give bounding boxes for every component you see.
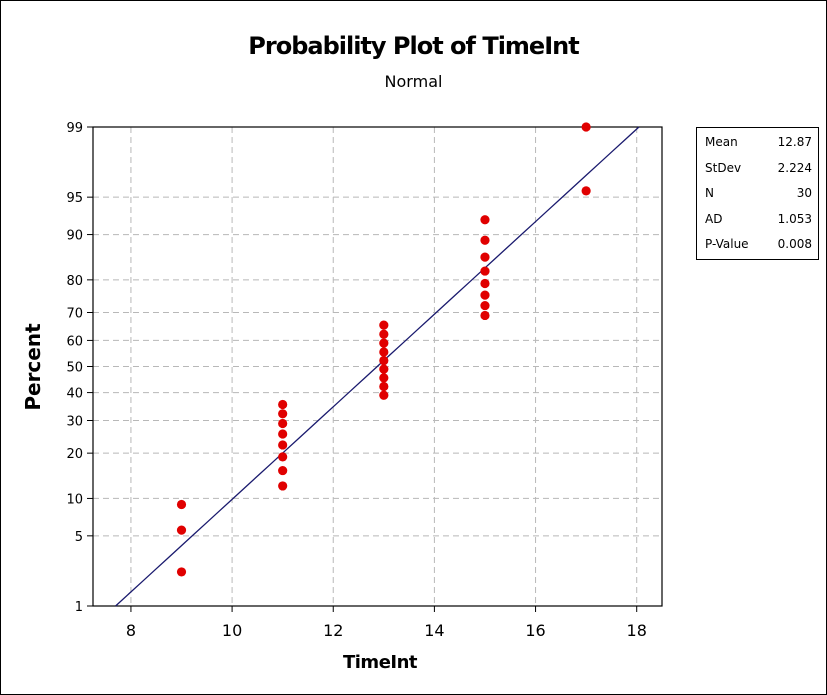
data-point bbox=[379, 338, 389, 348]
grid-lines bbox=[93, 127, 662, 606]
stat-label: AD bbox=[705, 211, 723, 226]
data-point bbox=[176, 499, 187, 510]
x-axis-label: TimeInt bbox=[343, 652, 418, 673]
stat-row-n: N 30 bbox=[705, 186, 812, 212]
data-point bbox=[278, 429, 288, 439]
stat-label: N bbox=[705, 186, 714, 200]
y-tick-label: 1 bbox=[75, 600, 83, 615]
stat-row-stdev: StDev 2.224 bbox=[705, 161, 812, 187]
data-point bbox=[379, 373, 389, 383]
data-point bbox=[379, 329, 389, 339]
chart-subtitle: Normal bbox=[384, 72, 443, 91]
stat-label: Mean bbox=[705, 135, 738, 149]
data-point bbox=[480, 290, 490, 300]
y-tick-label: 95 bbox=[66, 191, 83, 206]
x-tick-label: 10 bbox=[222, 621, 242, 640]
stat-row-mean: Mean 12.87 bbox=[705, 135, 812, 161]
y-axis-ticks: 1 5 10 20 30 40 50 60 70 80 90 95 99 bbox=[66, 121, 93, 615]
x-tick-label: 16 bbox=[525, 621, 545, 640]
stat-value: 2.224 bbox=[777, 160, 812, 175]
x-tick-label: 12 bbox=[323, 621, 343, 640]
y-tick-label: 60 bbox=[66, 334, 83, 349]
stat-label: StDev bbox=[705, 160, 742, 175]
x-tick-label: 8 bbox=[126, 621, 136, 640]
y-tick-label: 50 bbox=[66, 361, 83, 376]
data-point bbox=[278, 440, 288, 450]
stat-value: 1.053 bbox=[777, 211, 812, 226]
statistics-box: Mean 12.87 StDev 2.224 N 30 AD 1.053 P-V… bbox=[696, 127, 819, 260]
data-point bbox=[379, 355, 389, 366]
x-tick-label: 14 bbox=[424, 621, 444, 640]
data-point bbox=[379, 364, 389, 374]
stat-row-ad: AD 1.053 bbox=[705, 212, 812, 238]
data-point bbox=[480, 310, 490, 321]
data-point bbox=[480, 252, 490, 262]
y-tick-label: 20 bbox=[66, 447, 83, 462]
data-point bbox=[278, 481, 288, 491]
data-point bbox=[379, 381, 389, 392]
data-point bbox=[379, 320, 389, 330]
data-point bbox=[581, 122, 591, 132]
data-point bbox=[278, 452, 288, 462]
data-point bbox=[176, 567, 187, 577]
y-tick-label: 30 bbox=[66, 414, 83, 429]
stat-value: 30 bbox=[796, 186, 812, 200]
data-point bbox=[480, 215, 490, 225]
data-point bbox=[379, 347, 389, 357]
data-point bbox=[581, 186, 591, 196]
y-axis-label: Percent bbox=[21, 323, 45, 411]
data-point bbox=[176, 525, 187, 535]
stat-value: 12.87 bbox=[777, 135, 812, 149]
data-point bbox=[278, 418, 288, 429]
stat-label: P-Value bbox=[705, 237, 749, 251]
y-tick-label: 80 bbox=[66, 274, 83, 289]
data-points bbox=[176, 122, 591, 577]
data-point bbox=[278, 409, 288, 419]
data-point bbox=[379, 390, 389, 400]
data-point bbox=[480, 278, 490, 289]
y-tick-label: 70 bbox=[66, 307, 83, 322]
y-tick-label: 5 bbox=[75, 530, 83, 545]
data-point bbox=[480, 235, 490, 245]
y-tick-label: 40 bbox=[66, 387, 83, 402]
data-point bbox=[278, 399, 288, 410]
y-tick-label: 10 bbox=[66, 492, 83, 507]
y-tick-label: 90 bbox=[66, 229, 83, 244]
chart-title: Probability Plot of TimeInt bbox=[248, 32, 579, 60]
fit-line bbox=[115, 126, 640, 607]
data-point bbox=[480, 300, 490, 311]
data-point bbox=[278, 465, 288, 476]
y-tick-label: 99 bbox=[66, 121, 83, 136]
x-axis-ticks: 8 10 12 14 16 18 bbox=[126, 606, 647, 640]
data-point bbox=[480, 266, 490, 276]
stat-row-p-value: P-Value 0.008 bbox=[705, 237, 812, 263]
stat-value: 0.008 bbox=[777, 237, 812, 251]
x-tick-label: 18 bbox=[627, 621, 647, 640]
